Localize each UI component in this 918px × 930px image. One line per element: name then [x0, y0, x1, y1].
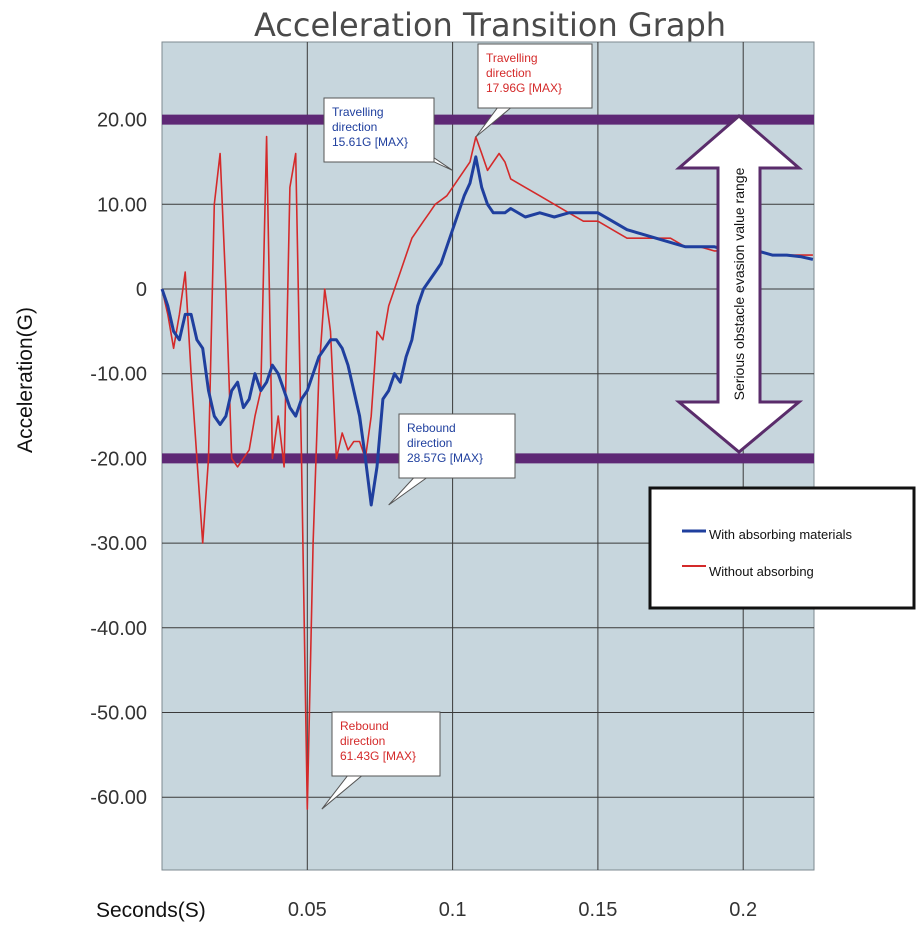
- legend-box: [648, 486, 916, 610]
- annotation-text: direction: [486, 66, 531, 80]
- legend-label-without-absorbing: Without absorbing: [709, 564, 814, 579]
- y-tick-label: 10.00: [97, 194, 147, 216]
- y-tick-label: 20.00: [97, 110, 147, 132]
- x-tick-label: 0.2: [729, 899, 757, 921]
- annotation-text: Rebound: [407, 421, 456, 435]
- annotation-text: 61.43G [MAX}: [340, 749, 416, 763]
- y-tick-label: -40.00: [90, 618, 147, 640]
- chart-title: Acceleration Transition Graph: [254, 6, 726, 44]
- y-tick-label: -50.00: [90, 703, 147, 725]
- y-axis-title: Acceleration(G): [14, 307, 37, 453]
- series-lines: [160, 135, 814, 810]
- range-label: Serious obstacle evasion value range: [731, 167, 747, 400]
- legend: With absorbing materials Without absorbi…: [648, 486, 916, 610]
- annotation-text: Travelling: [486, 51, 538, 65]
- legend-label-with-absorbing: With absorbing materials: [709, 527, 853, 542]
- callout-pointer-mask: [444, 446, 470, 477]
- y-tick-label: -60.00: [90, 787, 147, 809]
- y-tick-label: -20.00: [90, 448, 147, 470]
- tick-labels: 20.00 10.00 0 -10.00 -20.00 -30.00 -40.00 -50.0…: [90, 110, 757, 921]
- series-line-with-absorbing: [160, 155, 814, 507]
- callout-pointer-mask: [373, 744, 399, 775]
- annotation-text: 15.61G [MAX}: [332, 135, 408, 149]
- annotation-text: direction: [407, 436, 452, 450]
- y-tick-label: 0: [136, 279, 147, 301]
- x-axis-title: Seconds(S): [96, 899, 206, 922]
- y-tick-label: -10.00: [90, 364, 147, 386]
- series-line-without-absorbing: [161, 135, 813, 810]
- x-tick-label: 0.05: [288, 899, 327, 921]
- x-tick-label: 0.15: [578, 899, 617, 921]
- range-arrow: Serious obstacle evasion value range: [674, 114, 804, 454]
- annotation-text: Travelling: [332, 105, 384, 119]
- x-tick-label: 0.1: [439, 899, 467, 921]
- y-tick-label: -30.00: [90, 533, 147, 555]
- double-arrow-shape: [674, 114, 804, 454]
- annotation-text: Rebound: [340, 719, 389, 733]
- callout-pointer-mask: [366, 130, 392, 161]
- annotation-text: 28.57G [MAX}: [407, 451, 483, 465]
- annotation-text: direction: [340, 734, 385, 748]
- annotation-text: direction: [332, 120, 377, 134]
- annotation-text: 17.96G [MAX}: [486, 81, 562, 95]
- callout-pointer-mask: [522, 76, 548, 107]
